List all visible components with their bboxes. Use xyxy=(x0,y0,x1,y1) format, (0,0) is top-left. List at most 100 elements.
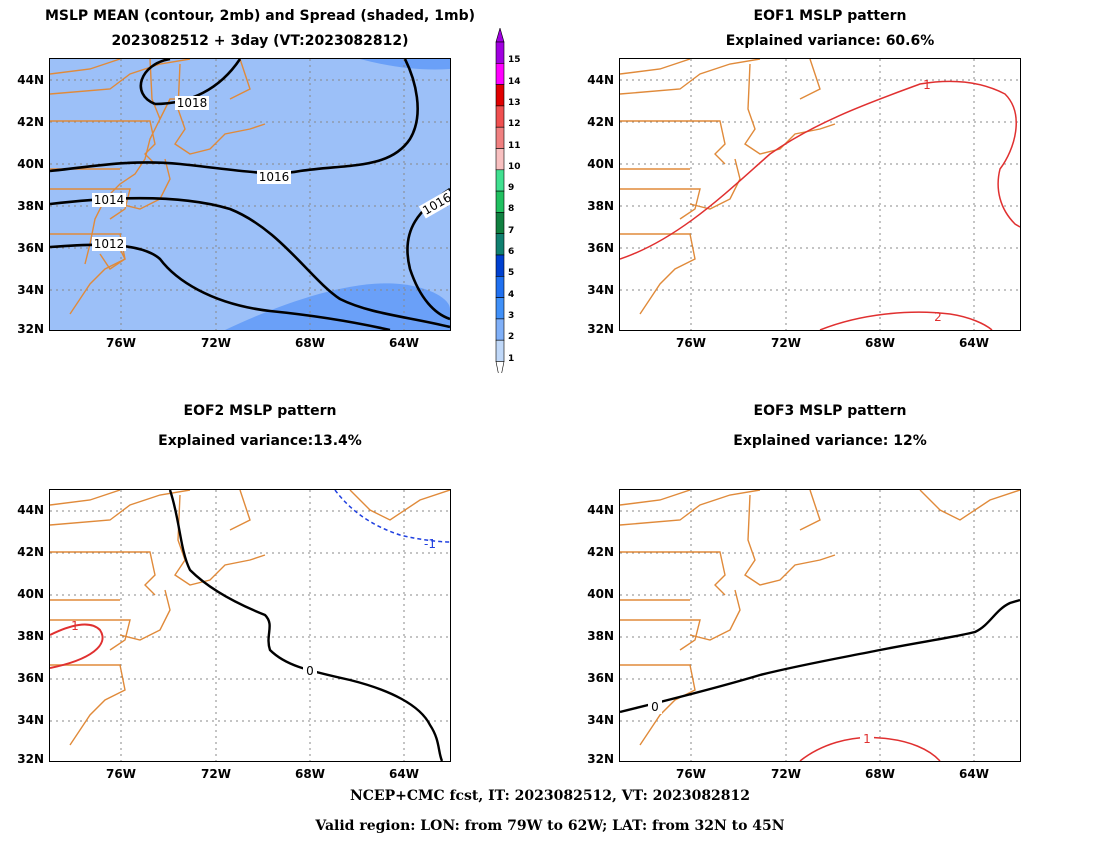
mean-lon-72: 72W xyxy=(201,336,231,350)
eof3-lat-40: 40N xyxy=(587,587,614,601)
colorbar-swatch xyxy=(495,41,505,64)
eof2-lon-68: 68W xyxy=(295,767,325,781)
mean-lat-32: 32N xyxy=(17,322,44,336)
eof2-lon-72: 72W xyxy=(201,767,231,781)
spread-colorbar xyxy=(490,26,520,382)
eof3-contour-zero xyxy=(620,598,1020,714)
eof1-lat-34: 34N xyxy=(587,283,614,297)
eof3-map: 0 1 xyxy=(619,489,1021,762)
colorbar-swatch xyxy=(495,212,505,234)
colorbar-swatch xyxy=(495,254,505,277)
eof3-lon-68: 68W xyxy=(865,767,895,781)
eof1-lat-40: 40N xyxy=(587,157,614,171)
mean-lat-38: 38N xyxy=(17,199,44,213)
eof2-map: -1 0 1 xyxy=(49,489,451,762)
colorbar-tick-label: 10 xyxy=(508,161,521,172)
eof1-coastlines xyxy=(620,59,836,315)
spread-region-top xyxy=(360,59,450,70)
eof3-lat-34: 34N xyxy=(587,713,614,727)
footer-valid-region: Valid region: LON: from 79W to 62W; LAT:… xyxy=(315,818,785,834)
colorbar-swatch xyxy=(495,339,505,362)
spread-region-2 xyxy=(225,283,450,330)
eof3-lon-64: 64W xyxy=(959,767,989,781)
eof2-lat-38: 38N xyxy=(17,629,44,643)
mean-lat-42: 42N xyxy=(17,115,44,129)
eof1-lat-32: 32N xyxy=(587,322,614,336)
colorbar-swatch xyxy=(495,276,505,298)
eof2-contour-zero xyxy=(168,490,444,761)
isobar-label-1012: 1012 xyxy=(94,237,125,251)
eof3-gridlines xyxy=(620,490,1020,761)
colorbar-swatch xyxy=(495,318,505,341)
colorbar-tick-label: 11 xyxy=(508,140,521,151)
colorbar-tick-label: 7 xyxy=(508,225,515,236)
eof1-label-1: 1 xyxy=(923,78,931,92)
eof2-contour-negative xyxy=(334,490,450,543)
eof3-label-0: 0 xyxy=(651,700,659,714)
mean-title-line1: MSLP MEAN (contour, 2mb) and Spread (sha… xyxy=(45,8,475,24)
colorbar-swatch xyxy=(495,126,505,149)
coastlines xyxy=(50,59,266,315)
eof3-lat-44: 44N xyxy=(587,503,614,517)
colorbar-tick-label: 4 xyxy=(508,289,515,300)
colorbar-swatch xyxy=(495,190,505,213)
colorbar-swatch xyxy=(495,148,505,171)
eof3-lon-76: 76W xyxy=(676,767,706,781)
colorbar-tick-label: 2 xyxy=(508,332,515,343)
colorbar-tick-label: 9 xyxy=(508,183,515,194)
eof3-lon-72: 72W xyxy=(771,767,801,781)
eof2-lon-64: 64W xyxy=(389,767,419,781)
eof1-lat-38: 38N xyxy=(587,199,614,213)
footer-forecast-info: NCEP+CMC fcst, IT: 2023082512, VT: 20230… xyxy=(349,788,751,804)
eof1-title-line2: Explained variance: 60.6% xyxy=(725,33,935,49)
eof2-lat-34: 34N xyxy=(17,713,44,727)
mean-lat-36: 36N xyxy=(17,241,44,255)
colorbar-tick-label: 6 xyxy=(508,247,515,257)
eof2-lat-44: 44N xyxy=(17,503,44,517)
colorbar-swatch xyxy=(495,233,505,256)
mean-lon-68: 68W xyxy=(295,336,325,350)
colorbar-svg xyxy=(495,26,505,382)
eof2-label-1: 1 xyxy=(71,619,79,633)
eof2-lat-36: 36N xyxy=(17,671,44,685)
eof3-label-1: 1 xyxy=(863,732,871,746)
colorbar-swatch xyxy=(495,169,505,192)
mean-lat-40: 40N xyxy=(17,157,44,171)
colorbar-tick-label: 5 xyxy=(508,268,515,279)
colorbar-tick-label: 13 xyxy=(508,97,521,108)
colorbar-bottom-arrow xyxy=(495,361,505,382)
eof2-lat-42: 42N xyxy=(17,545,44,559)
isobar-label-1016-east: 1016 xyxy=(420,190,450,217)
mean-map: 1018 1016 1014 1012 1016 xyxy=(49,58,451,331)
eof2-label-0: 0 xyxy=(306,664,314,678)
colorbar-tick-label: 15 xyxy=(508,55,521,66)
eof2-lon-76: 76W xyxy=(106,767,136,781)
mean-title-line2: 2023082512 + 3day (VT:2023082812) xyxy=(111,33,409,49)
colorbar-swatch xyxy=(495,105,505,128)
eof1-title-line1: EOF1 MSLP pattern xyxy=(753,8,907,24)
eof2-lat-32: 32N xyxy=(17,752,44,766)
eof1-lat-36: 36N xyxy=(587,241,614,255)
eof1-lon-68: 68W xyxy=(865,336,895,350)
eof1-map-svg: 1 2 xyxy=(620,59,1020,330)
colorbar-top-arrow xyxy=(495,26,505,43)
eof3-lat-42: 42N xyxy=(587,545,614,559)
eof2-gridlines xyxy=(50,490,450,761)
colorbar-tick-label: 12 xyxy=(508,119,521,130)
eof2-title-line2: Explained variance:13.4% xyxy=(158,433,362,449)
eof1-lon-72: 72W xyxy=(771,336,801,350)
eof1-gridlines xyxy=(620,59,1020,330)
mean-map-svg: 1018 1016 1014 1012 1016 xyxy=(50,59,450,330)
eof2-coastlines xyxy=(50,490,450,746)
eof3-title-line1: EOF3 MSLP pattern xyxy=(753,403,907,419)
isobar-labels: 1018 1016 1014 1012 1016 xyxy=(92,96,450,251)
eof2-label-neg1: -1 xyxy=(424,537,436,551)
colorbar-swatch xyxy=(495,297,505,320)
eof1-lat-44: 44N xyxy=(587,73,614,87)
mean-lat-34: 34N xyxy=(17,283,44,297)
eof1-label-2: 2 xyxy=(934,310,942,324)
eof1-lon-76: 76W xyxy=(676,336,706,350)
isobar-label-1016: 1016 xyxy=(259,170,290,184)
colorbar-tick-label: 8 xyxy=(508,204,515,215)
eof1-contours xyxy=(620,80,1020,330)
